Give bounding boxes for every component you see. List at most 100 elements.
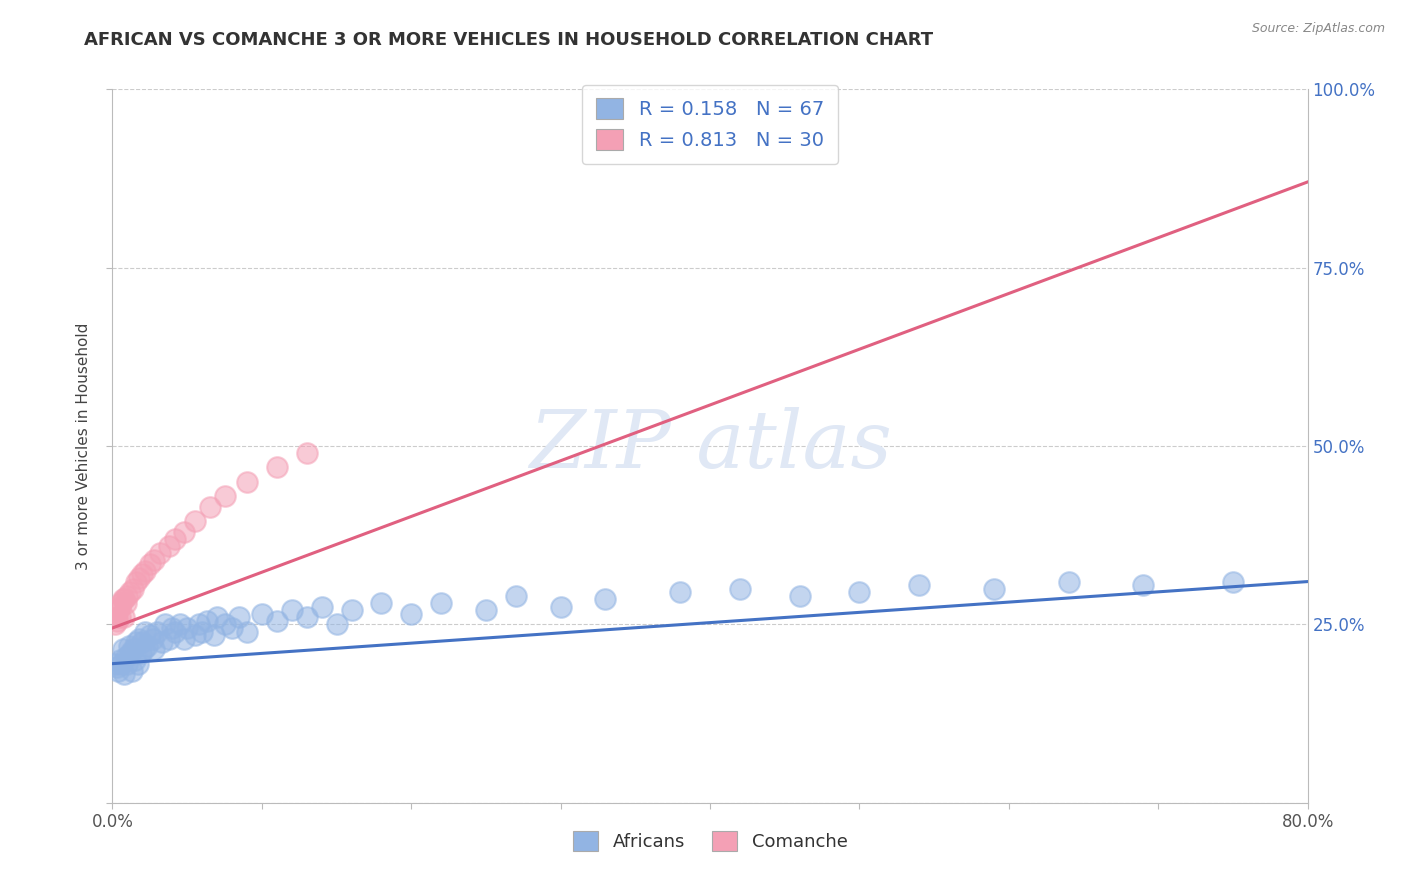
Point [505,589,527,603]
Point [250,607,273,621]
Point [221,621,243,635]
Point [110,596,132,610]
Point [165,532,187,546]
Point [149,546,172,560]
Point [114,667,135,681]
Point [475,603,498,617]
Point [143,553,166,567]
Point [1222,574,1244,589]
Point [120,585,142,599]
Point [325,617,347,632]
Point [1057,574,1080,589]
Point [134,564,156,578]
Point [311,599,333,614]
Point [107,664,129,678]
Point [848,585,870,599]
Point [789,589,811,603]
Point [108,653,131,667]
Point [135,639,157,653]
Point [295,446,318,460]
Point [176,621,198,635]
Point [162,621,183,635]
Point [115,649,138,664]
Point [121,664,143,678]
Point [983,582,1005,596]
Point [105,614,128,628]
Point [114,610,135,624]
Point [195,614,218,628]
Point [139,628,162,642]
Point [173,632,195,646]
Point [202,628,225,642]
Point [125,574,148,589]
Point [105,660,128,674]
Point [111,642,134,657]
Point [191,624,214,639]
Point [117,589,139,603]
Point [205,610,228,624]
Point [157,539,180,553]
Point [114,592,135,607]
Point [1132,578,1154,592]
Point [107,603,129,617]
Point [401,607,423,621]
Point [370,596,392,610]
Point [183,514,205,528]
Point [266,460,288,475]
Text: Source: ZipAtlas.com: Source: ZipAtlas.com [1251,22,1385,36]
Point [131,567,153,582]
Point [157,632,180,646]
Point [143,642,166,657]
Point [908,578,931,592]
Point [146,624,169,639]
Point [188,617,211,632]
Point [104,657,127,671]
Point [165,624,187,639]
Point [128,632,150,646]
Point [134,624,156,639]
Point [108,610,131,624]
Point [153,617,176,632]
Point [173,524,195,539]
Text: ZIP atlas: ZIP atlas [529,408,891,484]
Point [105,610,128,624]
Point [117,657,139,671]
Point [122,582,145,596]
Point [124,653,146,667]
Point [120,646,142,660]
Point [118,639,141,653]
Text: AFRICAN VS COMANCHE 3 OR MORE VEHICLES IN HOUSEHOLD CORRELATION CHART: AFRICAN VS COMANCHE 3 OR MORE VEHICLES I… [84,31,934,49]
Point [236,624,259,639]
Point [236,475,259,489]
Point [550,599,572,614]
Point [150,635,173,649]
Point [169,617,191,632]
Point [104,617,127,632]
Point [214,489,236,503]
Point [340,603,363,617]
Point [129,646,152,660]
Point [131,635,153,649]
Legend: Africans, Comanche: Africans, Comanche [565,823,855,858]
Point [127,657,149,671]
Point [115,596,138,610]
Point [198,500,221,514]
Point [128,571,150,585]
Point [139,557,162,571]
Point [728,582,751,596]
Point [122,642,145,657]
Point [281,603,304,617]
Point [595,592,617,607]
Y-axis label: 3 or more Vehicles in Household: 3 or more Vehicles in Household [76,322,91,570]
Point [430,596,453,610]
Point [110,657,132,671]
Point [295,610,318,624]
Point [125,635,148,649]
Point [214,617,236,632]
Point [108,599,131,614]
Point [669,585,692,599]
Point [266,614,288,628]
Point [111,592,134,607]
Point [183,628,205,642]
Point [228,610,250,624]
